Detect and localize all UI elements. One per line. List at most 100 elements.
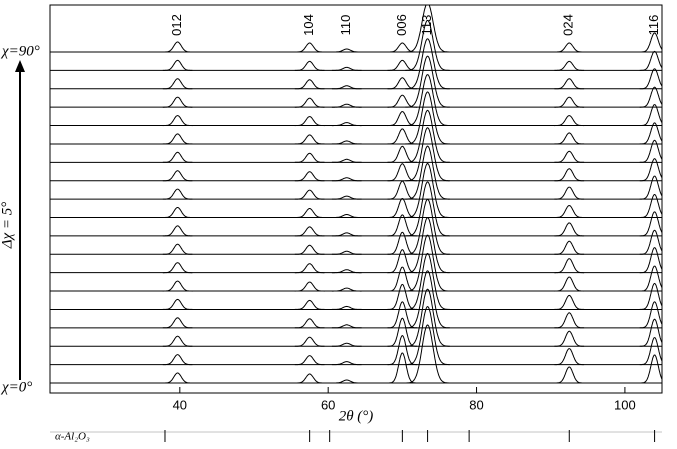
peak [554, 132, 585, 145]
peak [294, 171, 325, 182]
peak [639, 211, 662, 237]
peak [331, 214, 362, 218]
peak [294, 189, 325, 200]
peak-label: 104 [301, 14, 316, 36]
x-axis-label: 2θ (°) [339, 408, 374, 424]
peak [554, 115, 585, 127]
peak [405, 91, 450, 145]
x-tick-label: 80 [469, 397, 483, 412]
peak-label: 110 [338, 15, 353, 36]
peak [387, 59, 418, 71]
peak [387, 317, 418, 347]
peak [639, 337, 662, 366]
peak [162, 115, 193, 127]
peak [162, 280, 193, 292]
peak [294, 244, 325, 255]
reference-label: α-Al₂O₃ [55, 431, 90, 443]
peak [294, 336, 325, 347]
peak [554, 60, 585, 71]
peak [639, 265, 662, 292]
peak [294, 373, 325, 384]
peak [387, 283, 418, 310]
peak [639, 354, 662, 384]
peak [294, 318, 325, 329]
peak [331, 122, 362, 127]
peak [405, 198, 450, 255]
peak [387, 352, 418, 384]
peak [554, 348, 585, 366]
peak [405, 234, 450, 292]
peak [331, 269, 362, 274]
peak [639, 301, 662, 329]
peak [405, 252, 450, 310]
peak [554, 294, 585, 310]
peak [554, 150, 585, 163]
peak [294, 97, 325, 108]
step-label: Δχ = 5° [0, 202, 15, 250]
peak [639, 158, 662, 182]
peak [331, 66, 362, 71]
peak [331, 177, 362, 182]
peak-label: 116 [646, 15, 661, 36]
peak [294, 208, 325, 218]
peak [405, 55, 450, 108]
peak [405, 217, 450, 274]
peak [405, 162, 450, 218]
peak [331, 342, 362, 347]
peak [639, 175, 662, 200]
peak [294, 116, 325, 127]
peak [331, 158, 362, 163]
peak [162, 298, 193, 310]
peak [639, 32, 662, 53]
peak [554, 258, 585, 274]
peak [554, 168, 585, 182]
peak [405, 5, 450, 53]
peak [294, 281, 325, 292]
peak [639, 282, 662, 310]
peak [162, 41, 193, 53]
peak [331, 361, 362, 366]
peak [554, 312, 585, 329]
chi-arrow-head [15, 60, 25, 72]
peak [387, 197, 418, 218]
peak [294, 79, 325, 90]
peak [405, 270, 450, 329]
bottom-label: χ=0° [0, 379, 32, 395]
peak [554, 186, 585, 200]
peak [639, 139, 662, 163]
peak [387, 266, 418, 292]
x-tick-label: 40 [173, 397, 187, 412]
peak [294, 299, 325, 310]
peak [387, 180, 418, 200]
peak [162, 96, 193, 108]
peak [639, 318, 662, 347]
peak [387, 77, 418, 90]
peak [331, 324, 362, 329]
peak [387, 231, 418, 255]
peak [554, 204, 585, 218]
peak [387, 301, 418, 329]
peak [405, 74, 450, 126]
peak [162, 317, 193, 329]
peak-label: 113 [419, 15, 434, 36]
peak [162, 372, 193, 384]
peak [331, 379, 362, 384]
plot-area [50, 5, 662, 384]
peak [331, 48, 362, 53]
peak [162, 243, 193, 255]
peak [639, 86, 662, 108]
peak [387, 214, 418, 237]
peak-label: 006 [394, 14, 409, 36]
peak [554, 240, 585, 255]
peak [294, 60, 325, 71]
peak [331, 85, 362, 90]
peak [387, 335, 418, 366]
peak [554, 222, 585, 237]
peak [162, 354, 193, 366]
peak [405, 324, 450, 384]
peak [554, 42, 585, 53]
peak [294, 42, 325, 53]
peak [387, 111, 418, 127]
peak [639, 193, 662, 218]
